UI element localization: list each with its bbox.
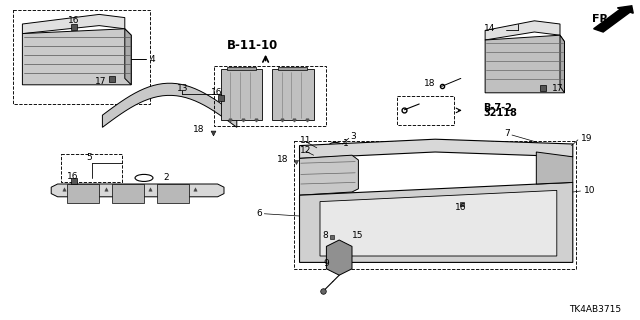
Text: TK4AB3715: TK4AB3715 — [569, 305, 621, 314]
Text: 17: 17 — [552, 84, 564, 93]
Text: 18: 18 — [424, 79, 435, 88]
Text: 13: 13 — [177, 84, 188, 92]
Text: 18: 18 — [193, 125, 205, 134]
Polygon shape — [22, 29, 131, 85]
Text: 12: 12 — [300, 146, 311, 155]
Polygon shape — [320, 190, 557, 256]
Text: 19: 19 — [581, 134, 593, 143]
Text: 15: 15 — [352, 231, 364, 240]
Polygon shape — [560, 35, 564, 93]
Bar — [13, 10, 150, 104]
Text: 5: 5 — [87, 153, 92, 162]
Text: 4: 4 — [149, 55, 155, 64]
Text: 32118: 32118 — [483, 108, 517, 118]
Text: 8: 8 — [323, 231, 328, 240]
Polygon shape — [300, 182, 573, 262]
Text: 17: 17 — [95, 77, 107, 86]
Bar — [294, 141, 576, 269]
Polygon shape — [112, 184, 144, 203]
Text: 9: 9 — [324, 260, 329, 268]
Text: 18: 18 — [276, 155, 288, 164]
Polygon shape — [326, 240, 352, 275]
Polygon shape — [227, 67, 256, 70]
Text: 10: 10 — [584, 186, 595, 195]
Text: 16: 16 — [67, 172, 78, 181]
Text: 3: 3 — [351, 132, 356, 141]
Polygon shape — [22, 14, 125, 34]
Text: B-7-2: B-7-2 — [483, 103, 512, 113]
Text: 16: 16 — [455, 203, 467, 212]
Polygon shape — [67, 184, 99, 203]
Polygon shape — [485, 35, 564, 93]
Bar — [61, 154, 122, 182]
Polygon shape — [300, 139, 573, 158]
Text: 1: 1 — [343, 139, 349, 148]
Polygon shape — [125, 29, 131, 85]
Polygon shape — [221, 69, 262, 120]
Text: B-11-10: B-11-10 — [227, 39, 278, 52]
Text: 14: 14 — [484, 24, 495, 33]
Text: FR.: FR. — [592, 13, 612, 24]
Polygon shape — [272, 69, 314, 120]
Text: 7: 7 — [504, 129, 509, 138]
Bar — [214, 66, 326, 126]
Polygon shape — [51, 184, 224, 197]
Text: 2: 2 — [163, 173, 169, 182]
Polygon shape — [102, 83, 237, 127]
Polygon shape — [485, 21, 560, 40]
Text: 11: 11 — [300, 136, 311, 145]
Polygon shape — [300, 155, 358, 195]
FancyArrow shape — [594, 6, 633, 32]
Polygon shape — [157, 184, 189, 203]
Bar — [397, 96, 454, 125]
Text: 6: 6 — [257, 209, 262, 218]
Polygon shape — [278, 67, 307, 70]
Text: 16: 16 — [211, 88, 222, 97]
Text: 16: 16 — [68, 16, 79, 25]
Polygon shape — [536, 152, 573, 184]
